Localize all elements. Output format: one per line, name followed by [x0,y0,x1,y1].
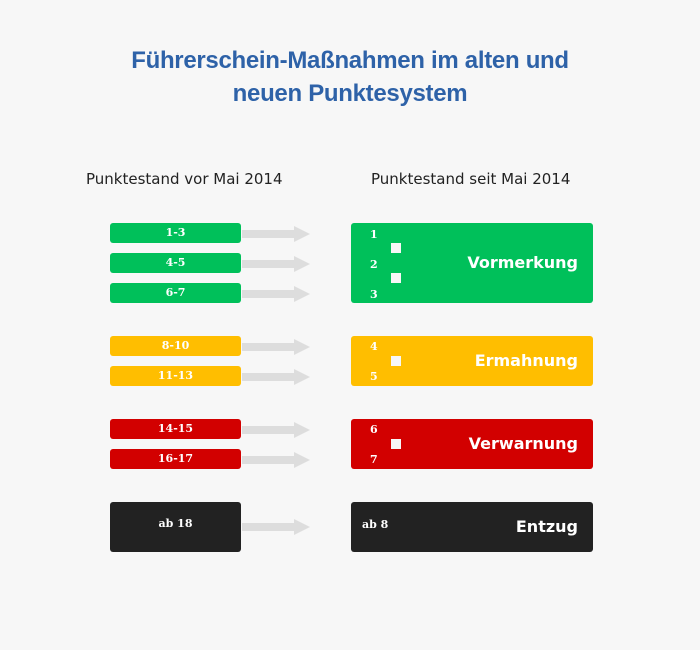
old-range-6-7: 6-7 [110,283,241,303]
old-range-1-3: 1-3 [110,223,241,243]
arrow-icon [242,339,310,355]
point-7: 7 [370,453,378,466]
point-1: 1 [370,228,378,241]
page-title: Führerschein-Maßnahmen im alten und neue… [0,44,700,110]
old-range-14-15: 14-15 [110,419,241,439]
old-range-11-13: 11-13 [110,366,241,386]
group-label-verwarnung: Verwarnung [468,434,578,453]
group-label-vormerkung: Vormerkung [467,253,578,272]
arrow-icon [242,452,310,468]
old-system-heading: Punktestand vor Mai 2014 [86,170,283,188]
arrow-icon [242,286,310,302]
old-range-ab-18: ab 18 [110,502,241,552]
point-2: 2 [370,258,378,271]
old-range-16-17: 16-17 [110,449,241,469]
title-line-2: neuen Punktesystem [232,80,468,107]
new-group-vormerkung: 1 2 3 Vormerkung [351,223,593,303]
arrow-icon [242,519,310,535]
new-group-entzug: ab 8 Entzug [351,502,593,552]
arrow-icon [242,226,310,242]
arrow-icon [242,422,310,438]
arrow-icon [242,256,310,272]
point-ab-8: ab 8 [362,518,389,531]
new-system-heading: Punktestand seit Mai 2014 [371,170,571,188]
point-3: 3 [370,288,378,301]
new-group-verwarnung: 6 7 Verwarnung [351,419,593,469]
old-range-8-10: 8-10 [110,336,241,356]
point-5: 5 [370,370,378,383]
group-label-entzug: Entzug [515,517,578,536]
arrow-icon [242,369,310,385]
group-label-ermahnung: Ermahnung [474,351,578,370]
point-4: 4 [370,340,378,353]
new-group-ermahnung: 4 5 Ermahnung [351,336,593,386]
point-6: 6 [370,423,378,436]
old-range-4-5: 4-5 [110,253,241,273]
title-line-1: Führerschein-Maßnahmen im alten und [131,47,569,74]
